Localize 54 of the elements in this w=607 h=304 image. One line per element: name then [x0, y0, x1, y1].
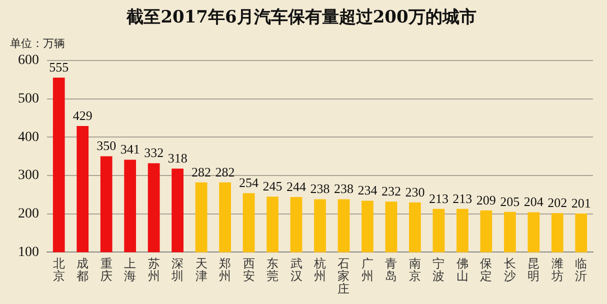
x-tick-label: 佛山	[456, 256, 468, 284]
x-tick-label: 潍坊	[550, 256, 564, 284]
x-tick-label: 青岛	[385, 256, 398, 284]
data-label: 318	[168, 150, 188, 166]
data-label: 238	[334, 181, 354, 196]
data-label: 232	[381, 183, 401, 198]
x-tick-label: 武汉	[290, 256, 302, 284]
data-label: 201	[571, 195, 591, 210]
x-tick-label: 宁波	[432, 256, 445, 284]
y-tick-label: 100	[18, 244, 39, 260]
data-label: 230	[405, 184, 425, 200]
data-label: 205	[500, 194, 520, 209]
y-tick-label: 200	[18, 206, 39, 222]
x-tick-label: 南京	[408, 256, 421, 284]
x-tick-label: 苏州	[148, 256, 160, 284]
x-tick-label: 东莞	[266, 256, 279, 284]
y-axis-title: 单位：万辆	[10, 36, 65, 51]
data-label: 213	[428, 190, 448, 206]
chart-title: 截至2017年6月汽车保有量超过200万的城市	[126, 8, 476, 28]
x-tick-label: 西安	[242, 256, 255, 284]
x-tick-label: 保定	[480, 256, 492, 284]
y-tick-label: 500	[18, 91, 39, 106]
y-tick-label: 600	[18, 53, 39, 68]
data-label: 238	[310, 181, 330, 196]
x-tick-label: 深圳	[170, 256, 184, 284]
data-label: 254	[239, 175, 260, 190]
y-tick-label: 400	[18, 130, 39, 145]
x-tick-label: 天津	[195, 256, 208, 284]
x-tick-label: 临沂	[575, 256, 588, 284]
data-label: 234	[358, 182, 378, 198]
data-label: 429	[72, 108, 92, 123]
x-tick-label: 长沙	[504, 256, 516, 284]
x-tick-label: 北京	[52, 256, 65, 284]
x-tick-label: 杭州	[313, 256, 326, 284]
data-label: 282	[192, 164, 212, 180]
data-label: 282	[215, 164, 235, 180]
x-tick-label: 广州	[361, 256, 374, 284]
data-label: 244	[286, 178, 307, 194]
data-label: 209	[476, 192, 496, 208]
x-tick-label: 昆明	[528, 256, 540, 284]
x-tick-label: 重庆	[100, 256, 112, 284]
data-label: 341	[120, 142, 140, 157]
data-label: 245	[262, 178, 282, 194]
data-label: 213	[452, 190, 472, 206]
data-label: 204	[524, 194, 544, 210]
data-label: 555	[49, 60, 69, 75]
y-tick-label: 300	[18, 168, 39, 184]
data-label: 332	[144, 145, 164, 160]
x-tick-label: 成都	[76, 256, 89, 284]
x-tick-label: 郑州	[219, 256, 232, 284]
data-label: 202	[548, 194, 568, 210]
x-tick-label: 石家庄	[338, 256, 350, 296]
data-label: 350	[96, 138, 116, 154]
x-tick-label: 上海	[124, 256, 136, 284]
